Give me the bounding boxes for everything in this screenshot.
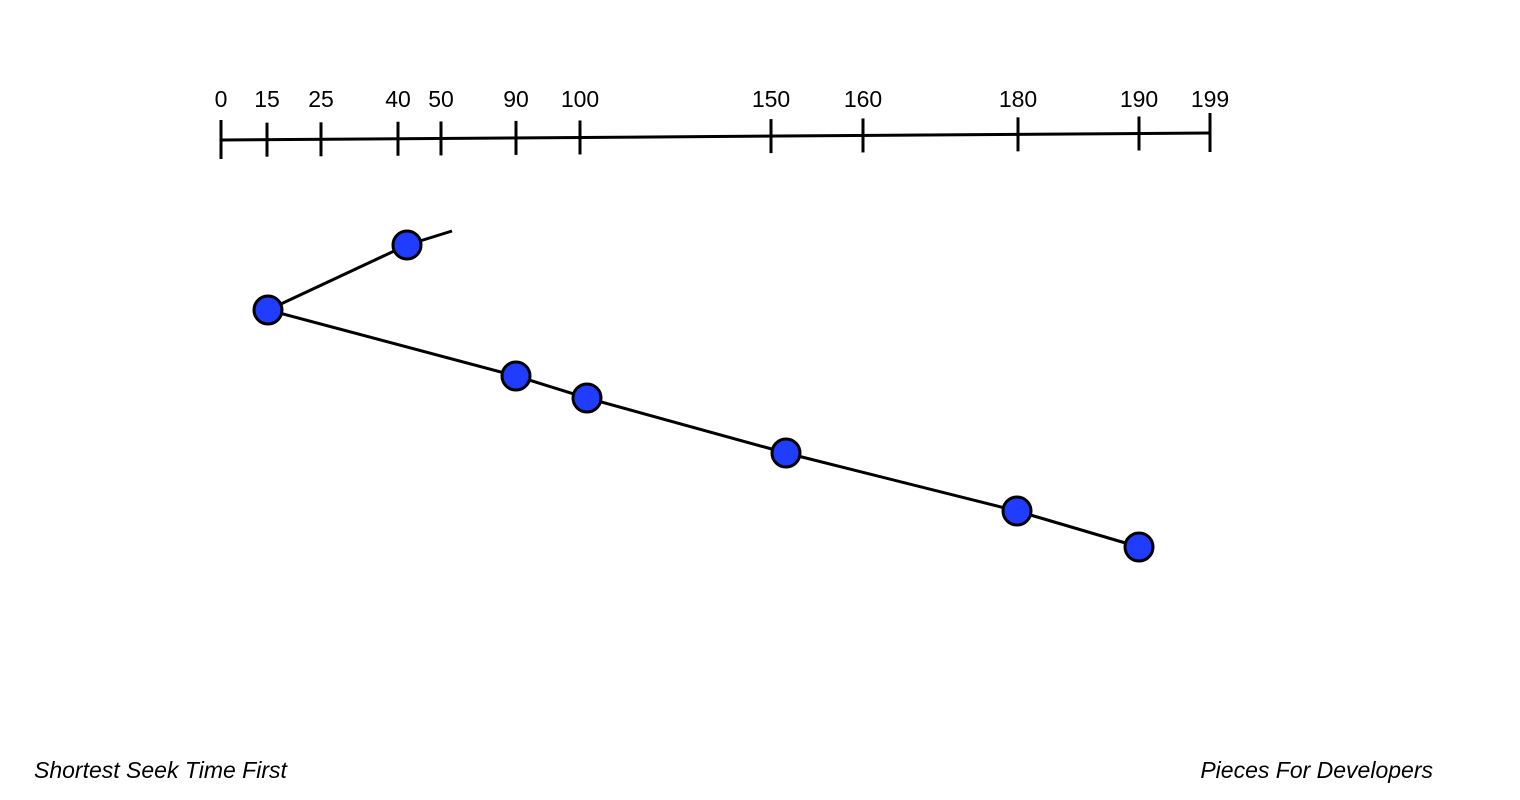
tick-label: 0 [215,86,228,112]
tick-label: 160 [844,86,882,112]
tick-label: 180 [999,86,1037,112]
point [391,229,423,261]
tick-label: 40 [385,86,411,112]
tick-label: 100 [561,86,599,112]
footer-right: Pieces For Developers [1200,757,1433,783]
point [252,294,284,326]
footer-left: Shortest Seek Time First [34,757,288,783]
tick-label: 15 [254,86,280,112]
tick-label: 150 [752,86,790,112]
seek-path [263,229,1140,549]
tick-label: 25 [308,86,334,112]
point [1123,531,1155,563]
ticks: 0 15 25 40 50 90 100 150 160 180 190 199 [215,86,1229,159]
axis-line [220,131,1211,142]
tick-label: 190 [1120,86,1158,112]
point [1001,495,1033,527]
tick-label: 90 [503,86,529,112]
point [571,382,603,414]
tick-label: 50 [428,86,454,112]
seek-points [252,229,1155,563]
tick-label: 199 [1191,86,1229,112]
point [770,437,802,469]
point [500,360,532,392]
